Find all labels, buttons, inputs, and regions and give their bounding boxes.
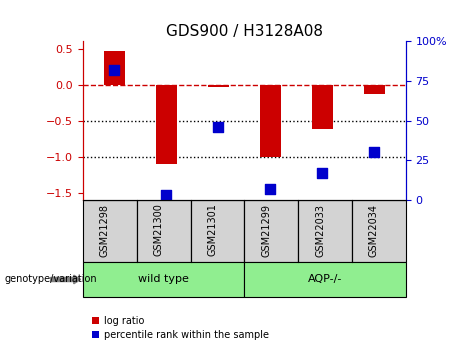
Title: GDS900 / H3128A08: GDS900 / H3128A08 [166,24,323,39]
Text: GSM21301: GSM21301 [207,204,218,256]
Text: wild type: wild type [138,275,189,284]
Bar [260,85,281,157]
Text: GSM22034: GSM22034 [369,204,379,257]
Text: GSM22033: GSM22033 [315,204,325,257]
Text: GSM21299: GSM21299 [261,204,271,257]
Text: genotype/variation: genotype/variation [5,275,97,284]
Point [111,67,118,73]
Point [215,124,222,130]
Point [319,170,326,176]
Text: log ratio: log ratio [104,316,144,326]
Point [266,186,274,192]
Bar [156,85,177,164]
Bar [364,85,385,94]
Text: GSM21298: GSM21298 [100,204,110,257]
Bar [104,51,124,85]
Point [371,150,378,155]
Text: percentile rank within the sample: percentile rank within the sample [104,330,269,339]
Bar [312,85,333,129]
Text: AQP-/-: AQP-/- [308,275,342,284]
Text: GSM21300: GSM21300 [154,204,164,256]
Point [163,193,170,198]
Bar [208,85,229,87]
